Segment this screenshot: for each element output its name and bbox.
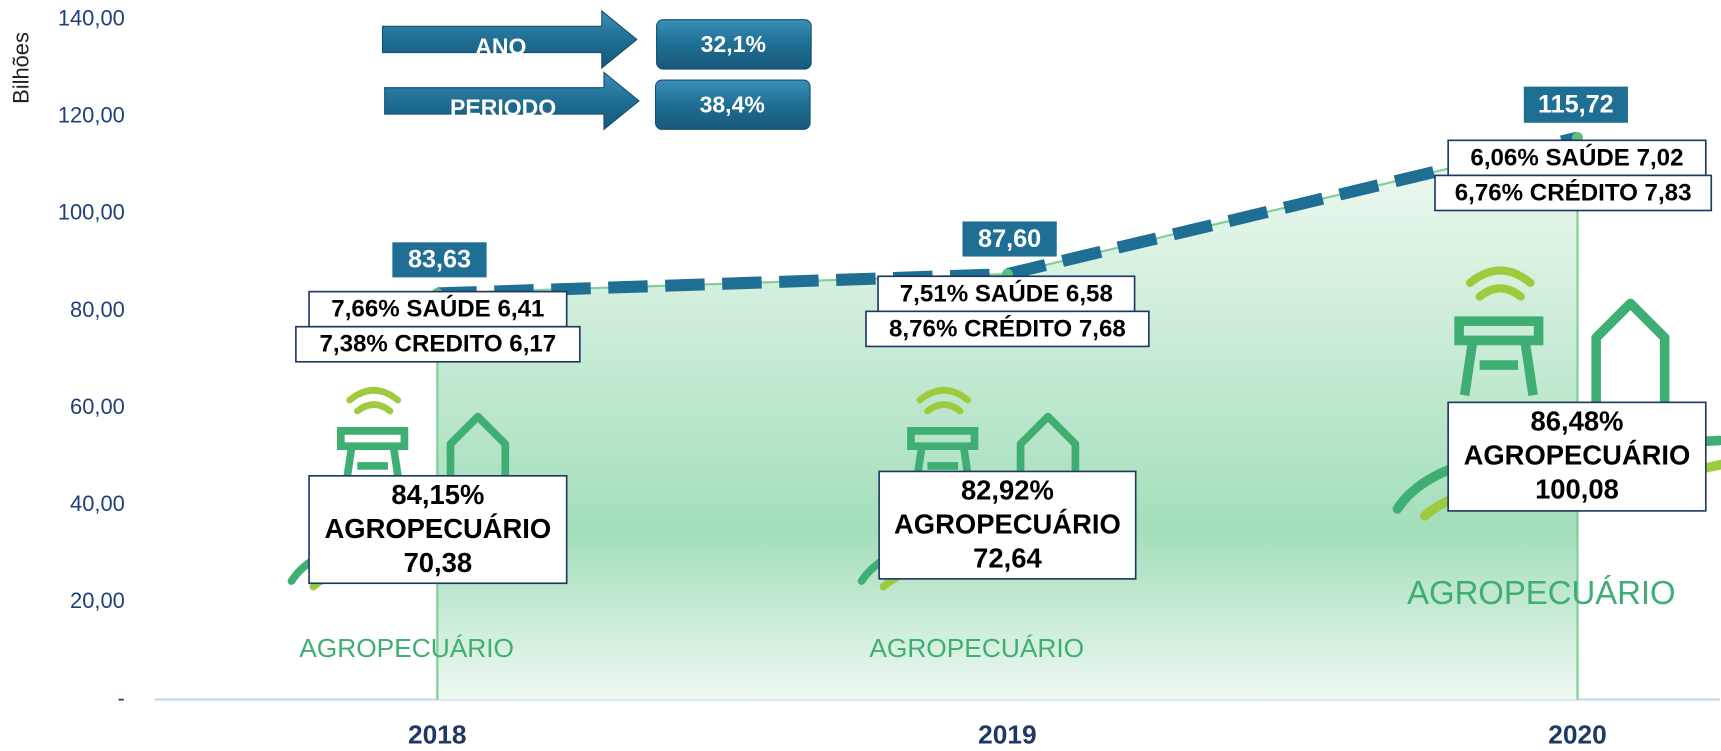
- saude-label: 7,66% SAÚDE 6,41: [331, 295, 544, 323]
- y-tick-label: 80,00: [70, 297, 125, 322]
- main-label: 82,92%: [961, 474, 1054, 505]
- saude-label: 7,51% SAÚDE 6,58: [900, 279, 1113, 307]
- credito-label: 7,38% CREDITO 6,17: [319, 331, 556, 358]
- logo-text: AGROPECUÁRIO: [1407, 574, 1676, 611]
- y-tick-label: 120,00: [58, 103, 125, 128]
- value-label: 115,72: [1538, 90, 1614, 118]
- value-label: 83,63: [408, 246, 471, 274]
- y-tick-label: -: [118, 685, 125, 710]
- y-axis-label: Bilhões: [9, 32, 34, 104]
- logo-text: AGROPECUÁRIO: [869, 633, 1084, 663]
- main-label: 72,64: [973, 542, 1042, 573]
- value-label: 87,60: [978, 225, 1041, 253]
- main-label: 84,15%: [391, 479, 484, 510]
- y-tick-label: 140,00: [58, 6, 125, 31]
- x-tick-label: 2018: [408, 720, 467, 750]
- main-label: 100,08: [1535, 473, 1619, 504]
- kpi-label: ANO: [475, 33, 526, 59]
- credito-label: 6,76% CRÉDITO 7,83: [1455, 178, 1692, 206]
- x-tick-label: 2020: [1548, 720, 1607, 750]
- x-tick-label: 2019: [978, 720, 1037, 750]
- main-label: 86,48%: [1531, 405, 1624, 436]
- logo-text: AGROPECUÁRIO: [299, 633, 514, 663]
- main-label: AGROPECUÁRIO: [1464, 439, 1691, 470]
- main-label: 70,38: [404, 547, 473, 578]
- saude-label: 6,06% SAÚDE 7,02: [1470, 143, 1683, 171]
- kpi-value: 32,1%: [701, 31, 766, 57]
- y-tick-label: 60,00: [70, 394, 125, 419]
- credito-label: 8,76% CRÉDITO 7,68: [889, 314, 1126, 342]
- main-label: AGROPECUÁRIO: [324, 513, 551, 544]
- logo-wifi: [350, 390, 398, 411]
- kpi-label: PERIODO: [450, 95, 556, 121]
- chart: Bilhões - 20,00 40,00 60,00 80,00 100,00 120,0…: [0, 0, 1721, 751]
- main-label: AGROPECUÁRIO: [894, 508, 1121, 539]
- y-tick-label: 100,00: [58, 200, 125, 225]
- y-tick-label: 40,00: [70, 491, 125, 516]
- y-tick-label: 20,00: [70, 588, 125, 613]
- kpi-value: 38,4%: [700, 91, 765, 117]
